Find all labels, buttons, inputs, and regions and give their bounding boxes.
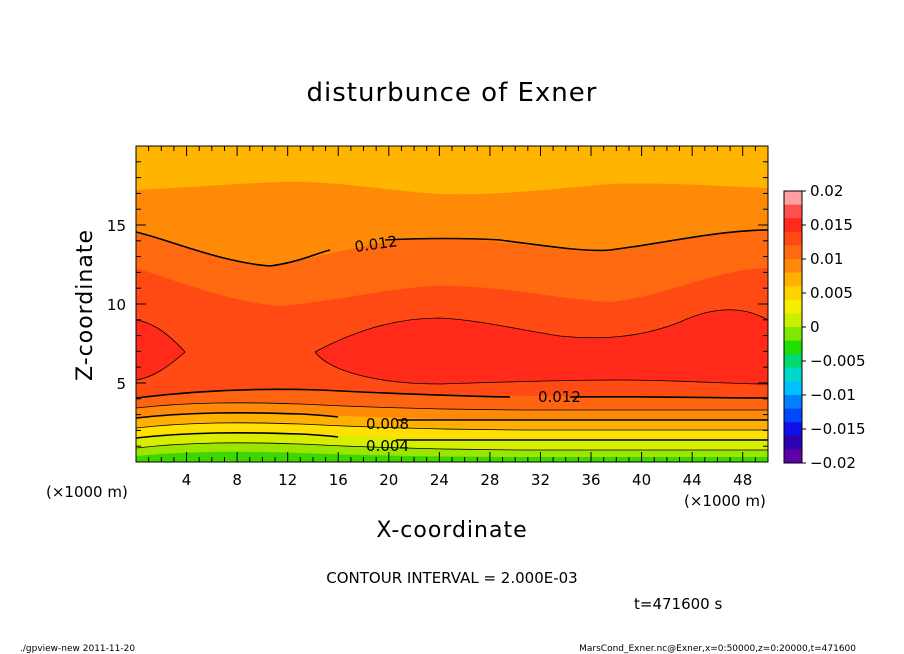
x-tick-label: 8 [232, 471, 242, 489]
colorbar-swatch [784, 408, 802, 423]
colorbar-swatch [784, 191, 802, 206]
colorbar [783, 190, 803, 464]
contour-line-012-lower [135, 388, 769, 399]
fill-core-high [136, 320, 185, 380]
colorbar-label: 0.005 [810, 284, 853, 302]
fill-band-000 [136, 451, 768, 462]
contour-interval: CONTOUR INTERVAL = 2.000E-03 [326, 569, 577, 587]
footer-right: MarsCond_Exner.nc@Exner,x=0:50000,z=0:20… [579, 644, 856, 654]
colorbar-swatch [784, 245, 802, 260]
x-tick-label: 48 [733, 471, 752, 489]
contour-fills [136, 146, 768, 462]
x-tick-label: 28 [480, 471, 499, 489]
chart-title: disturbunce of Exner [307, 78, 598, 108]
colorbar-swatch [784, 422, 802, 437]
contour-line-014-core-mid [314, 309, 769, 385]
colorbar-label: −0.015 [810, 420, 866, 438]
colorbar-label: 0.015 [810, 216, 853, 234]
contour-line-004 [135, 432, 768, 441]
colorbar-label: −0.005 [810, 352, 866, 370]
contour-lines [135, 229, 769, 451]
contour-line-010 [135, 402, 768, 411]
colorbar-swatch [784, 381, 802, 396]
x-ticks: 4 8 12 16 20 24 28 32 36 40 44 48 [148, 146, 756, 489]
y-axis-label: Z-coordinate [73, 229, 98, 381]
y-ticks: 5 10 15 [107, 161, 768, 447]
colorbar-swatch [784, 313, 802, 328]
fill-core-mid [315, 309, 768, 384]
colorbar-swatch [784, 340, 802, 355]
x-tick-label: 20 [379, 471, 398, 489]
x-tick-label: 16 [329, 471, 348, 489]
x-tick-label: 40 [632, 471, 651, 489]
colorbar-swatch [784, 259, 802, 274]
colorbar-swatch [784, 395, 802, 410]
colorbar-swatch [784, 299, 802, 314]
colorbar-swatch [784, 354, 802, 369]
colorbar-label: −0.02 [810, 454, 856, 472]
colorbar-swatch [784, 272, 802, 287]
colorbar-swatch [784, 435, 802, 450]
contour-label: 0.008 [366, 415, 409, 433]
x-tick-label: 12 [278, 471, 297, 489]
contour-line-012-upper [135, 229, 769, 267]
y-tick-label: 10 [107, 296, 126, 314]
colorbar-swatch [784, 327, 802, 342]
colorbar-label: 0 [810, 318, 820, 336]
colorbar-label: −0.01 [810, 386, 856, 404]
colorbar-swatch [784, 449, 802, 464]
contour-label: 0.004 [366, 437, 409, 455]
contour-label: 0.012 [353, 232, 398, 256]
y-tick-label: 15 [107, 217, 126, 235]
x-unit-right: (×1000 m) [684, 492, 766, 510]
colorbar-swatch [784, 218, 802, 233]
x-tick-label: 44 [683, 471, 702, 489]
colorbar-swatch [784, 231, 802, 246]
colorbar-labels: 0.02 0.015 0.01 0.005 0 −0.005 −0.01 −0.015 −0.0… [802, 182, 866, 472]
x-unit-left: (×1000 m) [46, 483, 128, 501]
contour-line-002 [135, 442, 768, 451]
x-tick-label: 32 [531, 471, 550, 489]
colorbar-swatch [784, 204, 802, 219]
footer-left: ./gpview-new 2011-11-20 [20, 644, 135, 654]
x-tick-label: 4 [182, 471, 192, 489]
contour-line-014-core-left [135, 319, 186, 381]
x-tick-label: 36 [581, 471, 600, 489]
contour-labels: 0.012 0.012 0.008 0.004 [353, 232, 580, 455]
colorbar-label: 0.01 [810, 250, 843, 268]
x-axis-label: X-coordinate [376, 518, 527, 543]
contour-label: 0.012 [538, 388, 581, 406]
time-stamp: t=471600 s [634, 595, 722, 613]
x-tick-label: 24 [430, 471, 449, 489]
contour-line-008 [135, 412, 768, 421]
y-tick-label: 5 [116, 375, 126, 393]
contour-line-006 [135, 422, 768, 431]
colorbar-label: 0.02 [810, 182, 843, 200]
colorbar-swatch [784, 286, 802, 301]
colorbar-swatch [784, 367, 802, 382]
